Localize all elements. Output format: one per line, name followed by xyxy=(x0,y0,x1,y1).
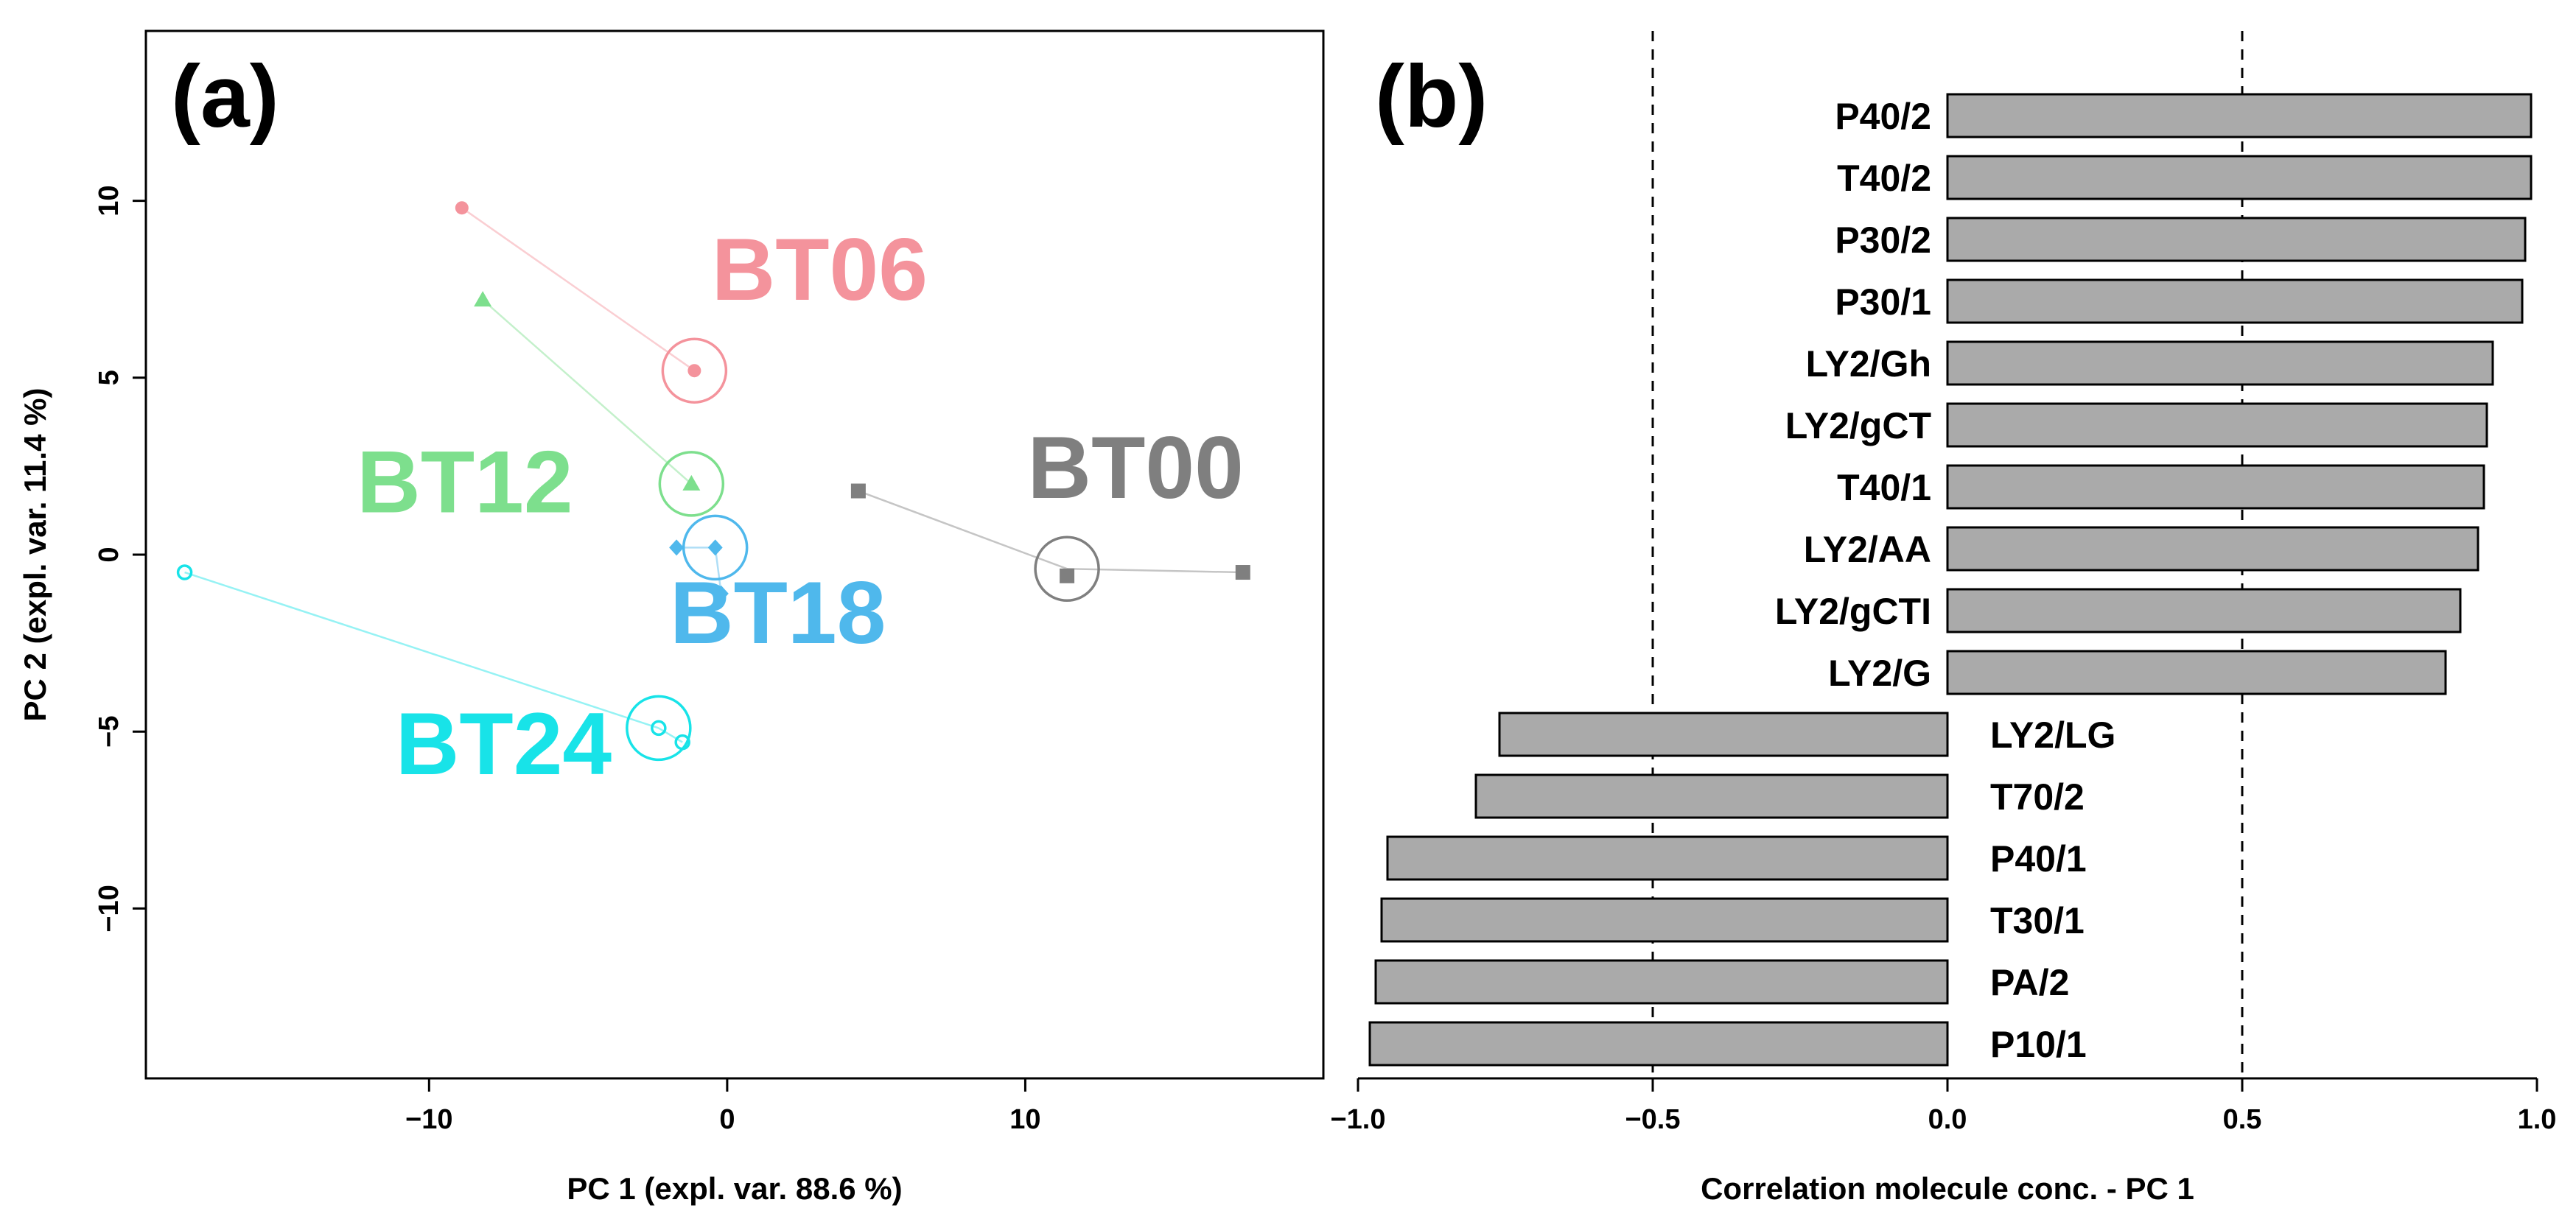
bar xyxy=(1374,959,1949,1005)
bar-label: P30/1 xyxy=(1835,281,1931,323)
y-tick-label: −10 xyxy=(94,885,125,932)
bar-label: LY2/gCTI xyxy=(1775,591,1931,632)
panel-b-label: (b) xyxy=(1375,47,1488,146)
bar xyxy=(1946,588,2462,633)
x-tick-label: 0.0 xyxy=(1928,1104,1967,1135)
bar-label: LY2/G xyxy=(1828,653,1931,694)
x-tick-label: 10 xyxy=(1009,1104,1040,1135)
centroid-ring xyxy=(661,337,728,404)
bar xyxy=(1946,93,2533,138)
spoke-line xyxy=(461,207,696,372)
point-open-circle xyxy=(176,564,193,580)
bar-label: LY2/Gh xyxy=(1806,343,1931,384)
point-diamond xyxy=(669,539,685,556)
x-tick-label: −0.5 xyxy=(1625,1104,1680,1135)
point-circle xyxy=(687,364,701,378)
spoke-line xyxy=(658,727,683,743)
x-tick-label: 0.5 xyxy=(2223,1104,2262,1135)
group-label: BT24 xyxy=(396,695,612,793)
panel-a-axes: −10 0 10 −10 −5 0 5 10 xyxy=(94,185,1041,1135)
bar-label: P40/1 xyxy=(1990,838,2087,879)
x-tick-label: 0 xyxy=(719,1104,735,1135)
bar xyxy=(1946,402,2488,448)
panel-b-bars: P40/2 T40/2 P30/2 P30/1 LY2/Gh LY2/gCT T40/1 LY… xyxy=(1368,93,2533,1067)
panel-a-spokes xyxy=(184,207,1243,743)
y-tick-label: 5 xyxy=(94,370,125,385)
point-triangle xyxy=(474,291,492,307)
point-open-circle xyxy=(674,734,690,751)
panel-b-axes: −1.0 −0.5 0.0 0.5 1.0 xyxy=(1330,1077,2557,1135)
panel-a-frame xyxy=(144,29,1325,1080)
bar-label: T40/1 xyxy=(1837,467,1931,508)
spoke-line xyxy=(1067,567,1243,574)
bar-label: T40/2 xyxy=(1837,158,1931,199)
spoke-line xyxy=(858,490,1068,570)
point-square xyxy=(1235,565,1250,580)
panel-b-xlabel: Correlation molecule conc. - PC 1 xyxy=(1701,1171,2194,1206)
bar-label: LY2/AA xyxy=(1804,529,1931,570)
bar-label: T30/1 xyxy=(1990,900,2085,941)
spoke-line xyxy=(184,571,659,729)
bar-label: P40/2 xyxy=(1835,96,1931,137)
x-tick-label: −10 xyxy=(405,1104,452,1135)
bar xyxy=(1498,712,1949,757)
y-tick-label: 10 xyxy=(94,185,125,216)
bar xyxy=(1946,217,2527,262)
point-circle xyxy=(455,201,469,215)
spoke-line xyxy=(714,547,723,594)
y-tick-label: −5 xyxy=(94,716,125,748)
point-open-circle xyxy=(651,720,667,737)
panel-a-label: (a) xyxy=(171,47,279,146)
bar xyxy=(1946,650,2447,695)
bar-label: P10/1 xyxy=(1990,1024,2087,1065)
y-tick-label: 0 xyxy=(94,547,125,562)
bar xyxy=(1386,835,1949,881)
bar xyxy=(1946,278,2524,324)
centroid-ring xyxy=(658,451,725,517)
bar xyxy=(1946,155,2533,200)
bar xyxy=(1474,773,1949,819)
group-label: BT18 xyxy=(670,563,886,662)
spoke-line xyxy=(482,299,693,485)
group-label: BT00 xyxy=(1027,418,1243,517)
group-label: BT12 xyxy=(357,432,573,531)
panel-a-group-labels: BT06 BT12 BT18 BT24 BT00 xyxy=(357,220,1244,793)
bar xyxy=(1946,526,2479,572)
x-tick-label: 1.0 xyxy=(2518,1104,2557,1135)
bar-label: LY2/LG xyxy=(1990,714,2115,756)
bar xyxy=(1946,464,2485,510)
point-triangle xyxy=(682,474,701,491)
bar xyxy=(1380,897,1949,943)
bar-label: P30/2 xyxy=(1835,220,1931,261)
point-diamond xyxy=(713,585,729,602)
bar-label: LY2/gCT xyxy=(1785,405,1931,446)
bar xyxy=(1368,1021,1949,1067)
centroid-ring xyxy=(626,695,692,762)
panel-a-points xyxy=(176,201,1250,762)
centroid-ring xyxy=(1034,535,1100,602)
bar-label: T70/2 xyxy=(1990,776,2085,818)
bar-label: PA/2 xyxy=(1990,962,2069,1003)
group-label: BT06 xyxy=(712,220,928,319)
bar xyxy=(1946,340,2494,386)
panel-a-xlabel: PC 1 (expl. var. 88.6 %) xyxy=(567,1171,902,1206)
panel-a-ylabel: PC 2 (expl. var. 11.4 %) xyxy=(18,388,52,722)
point-square xyxy=(1060,568,1075,583)
x-tick-label: −1.0 xyxy=(1330,1104,1385,1135)
point-diamond xyxy=(707,539,723,556)
point-square xyxy=(850,483,866,499)
